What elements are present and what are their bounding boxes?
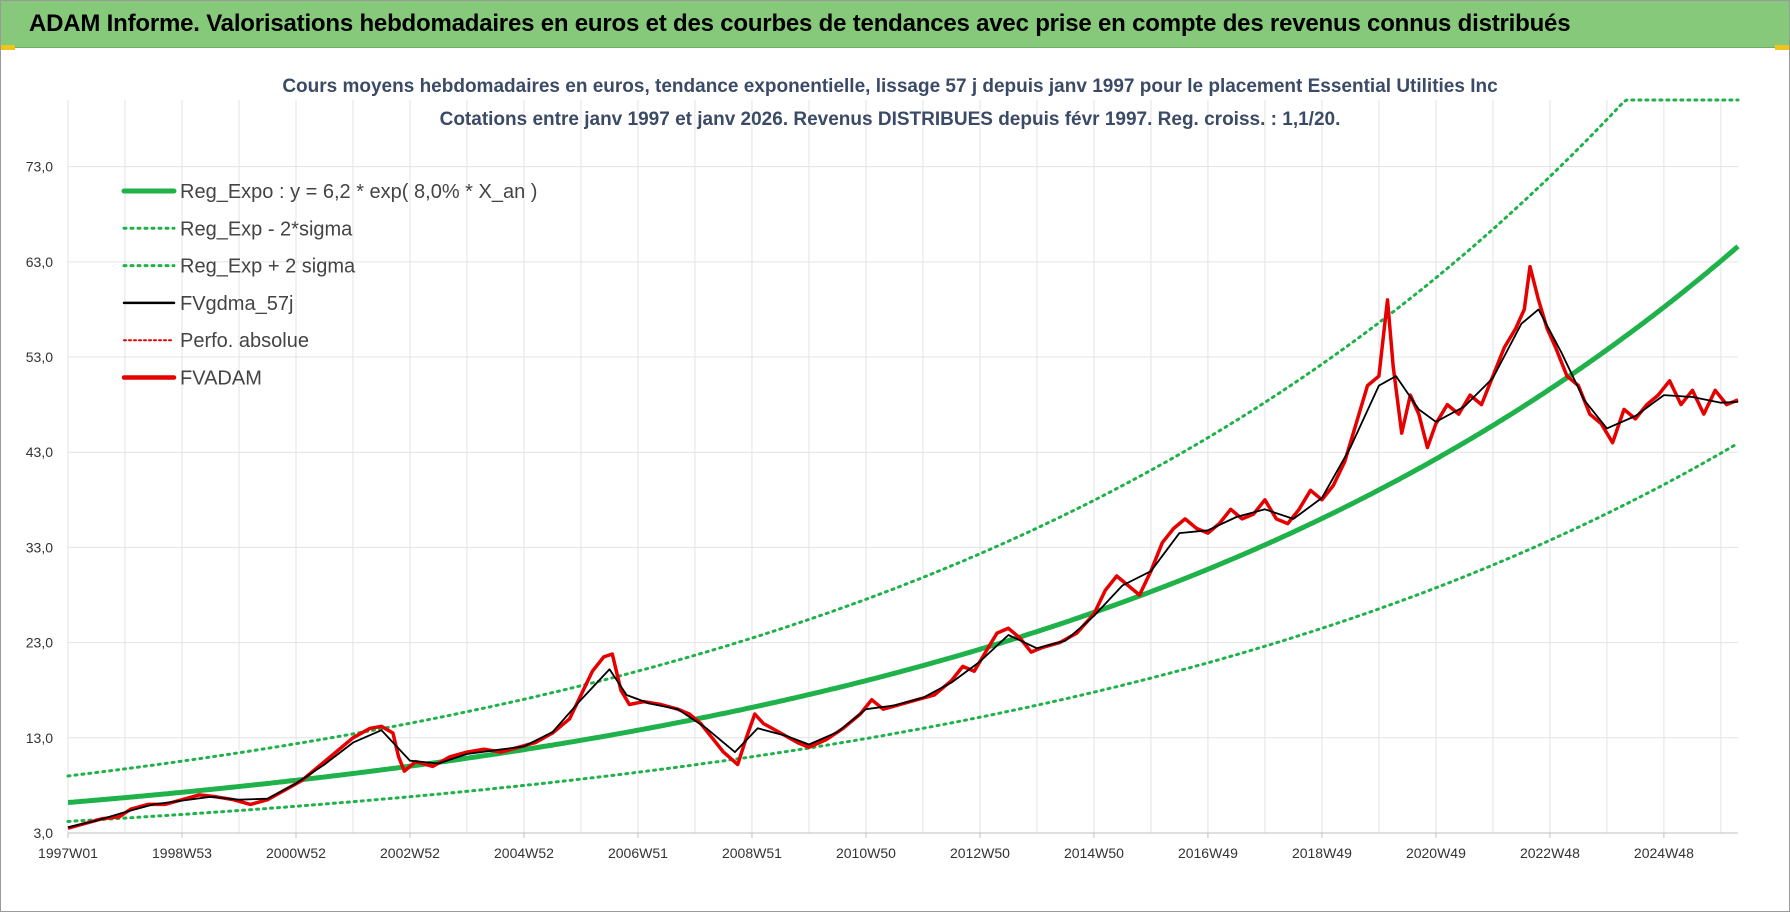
x-tick-label: 2006W51 [608, 845, 668, 861]
chart-title-line-1: Cours moyens hebdomadaires en euros, ten… [282, 76, 1498, 97]
report-banner: ADAM Informe. Valorisations hebdomadaire… [1, 1, 1789, 48]
legend-entry-label: Reg_Exp - 2*sigma [180, 218, 353, 240]
legend-entry-label: Reg_Expo : y = 6,2 * exp( 8,0% * X_an ) [180, 181, 537, 203]
legend-entry-label: Reg_Exp + 2 sigma [180, 256, 356, 278]
x-axis: 1997W01 1998W53 2000W52 2002W52 2004W52 2006W… [38, 832, 1738, 861]
y-tick-label: 33,0 [26, 539, 53, 555]
chart-legend: Reg_Expo : y = 6,2 * exp( 8,0% * X_an ) R… [121, 181, 537, 390]
x-tick-label: 2002W52 [380, 845, 440, 861]
x-tick-label: 2024W48 [1634, 845, 1694, 861]
series-reg-exp-minus-2sigma [66, 441, 1740, 823]
x-tick-label: 2020W49 [1406, 845, 1466, 861]
chart-series [66, 98, 1740, 830]
legend-entry-label: Perfo. absolue [180, 330, 309, 352]
series-fvadam [67, 264, 1739, 830]
x-tick-label: 2010W50 [836, 845, 896, 861]
x-tick-label: 2004W52 [494, 845, 554, 861]
x-tick-label: 2000W52 [266, 845, 326, 861]
y-tick-label: 13,0 [26, 730, 53, 746]
series-reg-exp-plus-2sigma [66, 98, 1740, 778]
y-tick-label: 43,0 [26, 444, 53, 460]
series-fvgdma-57j [67, 308, 1739, 829]
x-tick-label: 2014W50 [1064, 845, 1124, 861]
chart-grid [67, 100, 1738, 834]
x-tick-label: 1998W53 [152, 845, 212, 861]
x-tick-label: 2022W48 [1520, 845, 1580, 861]
y-axis: 3,0 13,0 23,0 33,0 43,0 53,0 63,0 73,0 [26, 159, 53, 841]
legend-entry-label: FVgdma_57j [180, 293, 293, 315]
y-tick-label: 73,0 [26, 159, 53, 175]
x-tick-label: 1997W01 [38, 845, 98, 861]
x-tick-label: 2012W50 [950, 845, 1010, 861]
legend-entry-label: FVADAM [180, 368, 262, 390]
corner-marker-left [1, 45, 15, 50]
report-title: ADAM Informe. Valorisations hebdomadaire… [29, 10, 1571, 37]
y-tick-label: 63,0 [26, 254, 53, 270]
chart-title-line-2: Cotations entre janv 1997 et janv 2026. … [440, 109, 1341, 130]
y-tick-label: 23,0 [26, 635, 53, 651]
corner-marker-right [1775, 45, 1789, 50]
x-tick-label: 2008W51 [722, 845, 782, 861]
x-tick-label: 2016W49 [1178, 845, 1238, 861]
y-tick-label: 53,0 [26, 349, 53, 365]
y-tick-label: 3,0 [34, 825, 54, 841]
x-tick-label: 2018W49 [1292, 845, 1352, 861]
series-reg-expo [67, 244, 1740, 805]
